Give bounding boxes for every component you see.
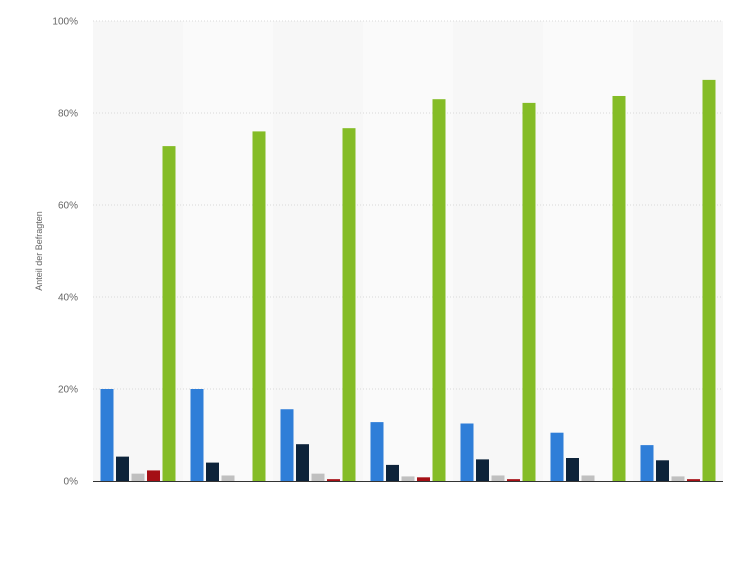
bar[interactable]	[656, 460, 669, 481]
bar[interactable]	[206, 462, 219, 481]
category-bands	[93, 21, 723, 481]
bar[interactable]	[671, 476, 685, 481]
bar[interactable]	[702, 79, 716, 481]
bar[interactable]	[252, 131, 266, 481]
y-axis-title: Anteil der Befragten	[34, 211, 44, 291]
bar[interactable]	[100, 389, 114, 481]
bar[interactable]	[190, 389, 204, 481]
bar[interactable]	[566, 458, 579, 481]
bar[interactable]	[116, 456, 129, 481]
bar[interactable]	[417, 477, 430, 481]
bar[interactable]	[507, 479, 520, 481]
bar[interactable]	[687, 479, 700, 481]
bar[interactable]	[612, 95, 626, 481]
bar[interactable]	[491, 475, 505, 481]
bar[interactable]	[476, 459, 489, 481]
bar[interactable]	[296, 444, 309, 481]
y-tick-label: 40%	[58, 293, 78, 304]
bar[interactable]	[550, 432, 564, 481]
y-tick-label: 60%	[58, 201, 78, 212]
bar[interactable]	[386, 464, 399, 481]
bar[interactable]	[147, 470, 160, 481]
bar[interactable]	[131, 473, 145, 481]
bar[interactable]	[221, 475, 235, 481]
bar[interactable]	[370, 422, 384, 481]
bar[interactable]	[162, 146, 176, 481]
y-axis-ticks: 0% 20% 40% 60% 80% 100%	[52, 17, 78, 488]
bar[interactable]	[522, 102, 536, 481]
bar[interactable]	[342, 128, 356, 481]
bar[interactable]	[460, 423, 474, 482]
bar[interactable]	[280, 409, 294, 481]
bar[interactable]	[581, 475, 595, 481]
bar[interactable]	[327, 479, 340, 481]
bar[interactable]	[640, 445, 654, 481]
y-tick-label: 100%	[52, 17, 78, 28]
bar[interactable]	[311, 473, 325, 481]
y-tick-label: 0%	[64, 477, 79, 488]
y-tick-label: 20%	[58, 385, 78, 396]
y-tick-label: 80%	[58, 109, 78, 120]
bar[interactable]	[401, 476, 415, 481]
bar[interactable]	[432, 99, 446, 481]
bars	[100, 79, 716, 482]
